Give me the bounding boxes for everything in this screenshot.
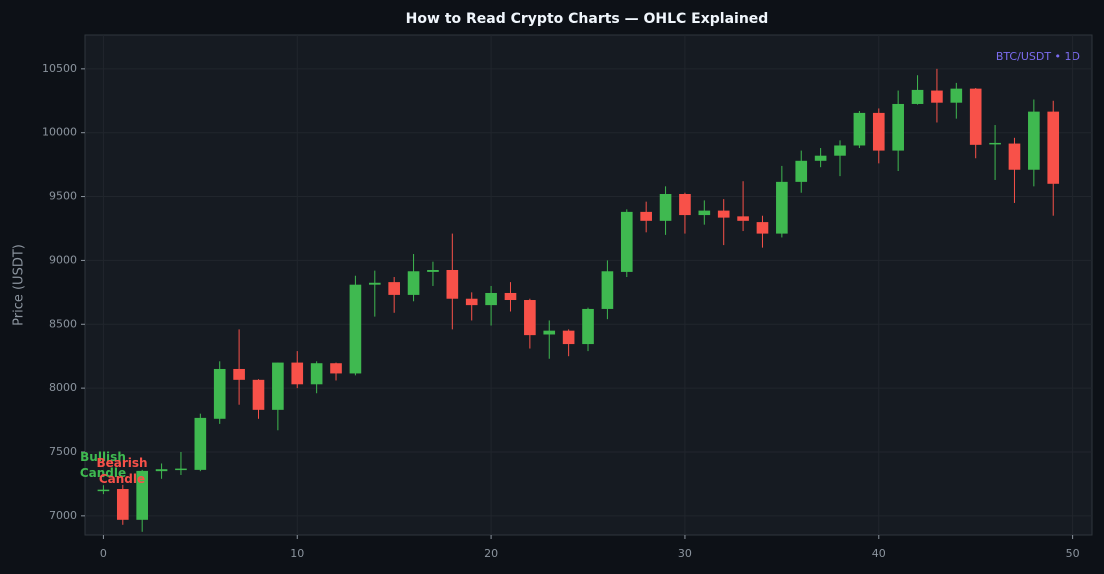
candle-body — [504, 292, 517, 301]
annotation-line: Bullish — [80, 450, 126, 464]
candle-body — [814, 155, 827, 161]
x-tick-label: 40 — [872, 547, 886, 560]
candle-body — [601, 271, 614, 309]
candle-body — [97, 489, 110, 492]
y-tick-label: 7000 — [49, 509, 77, 522]
candle-body — [543, 330, 556, 335]
annotation-line: Candle — [99, 472, 145, 486]
x-tick-label: 20 — [484, 547, 498, 560]
y-tick-label: 10000 — [42, 126, 77, 139]
symbol-label: BTC/USDT • 1D — [996, 50, 1080, 63]
candle-body — [1047, 111, 1060, 184]
plot-area — [84, 34, 1093, 536]
x-tick-label: 0 — [100, 547, 107, 560]
annotation: Bullish Candle — [80, 450, 126, 480]
y-axis-label: Price (USDT) — [12, 244, 27, 326]
candle-body — [620, 211, 633, 272]
candle-body — [679, 194, 691, 216]
candle-body — [969, 88, 982, 145]
candle-body — [853, 112, 866, 146]
candle-body — [272, 362, 284, 410]
candle-body — [872, 112, 885, 151]
candle-body — [562, 330, 575, 345]
y-tick-label: 7500 — [49, 445, 77, 458]
candle-body — [989, 142, 1001, 145]
candle-body — [1028, 111, 1040, 170]
candle-body — [330, 363, 342, 374]
candle-body — [659, 194, 672, 221]
candle-body — [388, 282, 400, 295]
y-tick-label: 8500 — [49, 317, 77, 330]
candle-body — [175, 468, 187, 471]
annotation-line: Candle — [80, 466, 126, 480]
candle-body — [252, 379, 265, 410]
candle-body — [698, 210, 711, 216]
candle-body — [717, 210, 730, 218]
x-tick-label: 10 — [290, 547, 304, 560]
candle-body — [233, 368, 245, 380]
candle-body — [834, 145, 846, 156]
candle-body — [213, 368, 226, 419]
candle-body — [931, 90, 943, 103]
candle-body — [349, 284, 362, 374]
candle-body — [465, 298, 478, 306]
candle-body — [911, 89, 924, 104]
candle-body — [756, 222, 769, 234]
candle-body — [446, 269, 459, 299]
candle-body — [795, 160, 808, 182]
candle-body — [640, 211, 652, 221]
candle-body — [368, 282, 381, 285]
candle-body — [310, 363, 323, 385]
candle-body — [427, 269, 439, 272]
candle-body — [116, 489, 129, 520]
candle-body — [291, 362, 304, 385]
y-tick-label: 9000 — [49, 253, 77, 266]
y-tick-label: 8000 — [49, 381, 77, 394]
y-tick-label: 9500 — [49, 190, 77, 203]
candle-body — [950, 88, 963, 103]
candle-body — [582, 308, 594, 345]
candle-body — [407, 271, 420, 295]
candle-body — [737, 216, 749, 221]
annotation-line: Bearish — [96, 456, 147, 470]
chart-title: How to Read Crypto Charts — OHLC Explain… — [406, 11, 769, 27]
candle-body — [1008, 143, 1021, 170]
candle-body — [892, 103, 904, 151]
candle-body — [485, 292, 497, 306]
x-tick-label: 50 — [1066, 547, 1080, 560]
x-tick-label: 30 — [678, 547, 692, 560]
y-tick-label: 10500 — [42, 62, 77, 75]
candle-body — [194, 417, 207, 470]
candle-body — [155, 469, 168, 472]
candle-body — [136, 470, 148, 520]
candle-body — [524, 300, 536, 336]
candle-body — [776, 181, 788, 234]
annotation: Bearish Candle — [96, 456, 147, 486]
